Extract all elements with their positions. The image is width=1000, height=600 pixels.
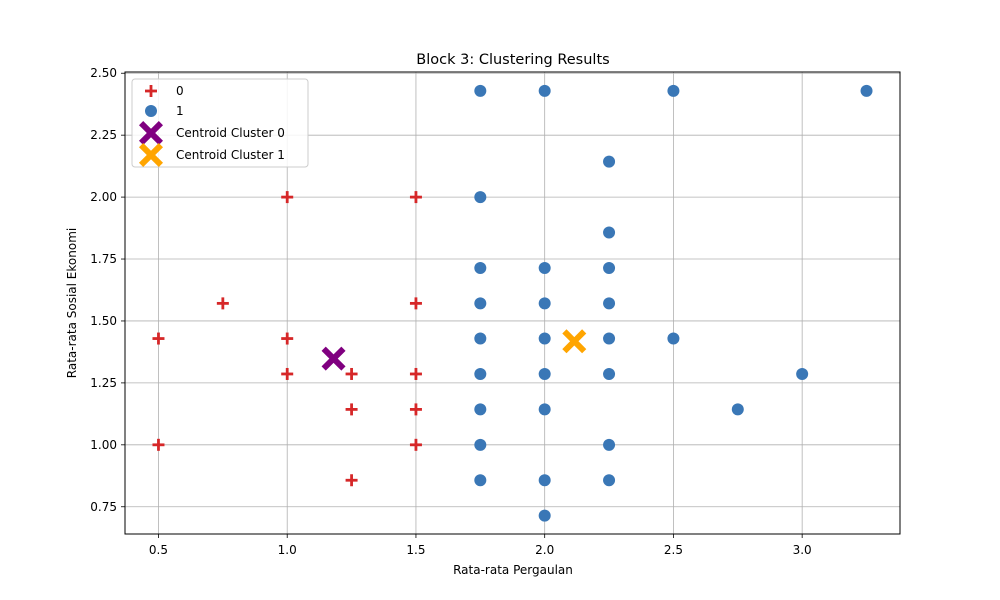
cluster-0-point bbox=[345, 367, 358, 380]
cluster-0-point bbox=[281, 191, 294, 204]
cluster-1-point bbox=[731, 403, 744, 416]
cluster-1-point bbox=[538, 367, 551, 380]
cluster-1-point bbox=[474, 474, 487, 487]
cluster-1-point bbox=[796, 367, 809, 380]
legend-label: 1 bbox=[176, 104, 184, 118]
y-tick-label: 1.75 bbox=[90, 252, 117, 266]
y-tick-label: 0.75 bbox=[90, 500, 117, 514]
legend-marker-1 bbox=[145, 105, 157, 117]
legend-marker-3 bbox=[139, 143, 163, 167]
cluster-1-point bbox=[538, 84, 551, 97]
cluster-1-point bbox=[538, 297, 551, 310]
cluster-1-point bbox=[603, 367, 616, 380]
cluster-0-point bbox=[409, 438, 422, 451]
cluster-1-point bbox=[603, 474, 616, 487]
cluster-1-point bbox=[538, 474, 551, 487]
x-axis-ticks: 0.5 1.0 1.5 2.0 2.5 3.0 bbox=[149, 534, 812, 557]
y-axis-label: Rata-rata Sosial Ekonomi bbox=[65, 228, 79, 378]
cluster-1-point bbox=[860, 84, 873, 97]
y-tick-label: 1.50 bbox=[90, 314, 117, 328]
cluster-0-point bbox=[152, 332, 165, 345]
plot-frame bbox=[124, 71, 901, 535]
cluster-1-point bbox=[603, 332, 616, 345]
legend-marker-0 bbox=[145, 85, 157, 97]
cluster-1-point bbox=[474, 261, 487, 274]
grid-lines bbox=[125, 72, 900, 534]
cluster-1-point bbox=[538, 403, 551, 416]
cluster-1-point bbox=[603, 261, 616, 274]
chart-title: Block 3: Clustering Results bbox=[416, 52, 609, 68]
cluster-1-point bbox=[474, 403, 487, 416]
cluster-1-point bbox=[538, 261, 551, 274]
cluster-1-point bbox=[603, 226, 616, 239]
cluster-1-point bbox=[474, 191, 487, 204]
y-tick-label: 2.50 bbox=[90, 66, 117, 80]
cluster-1-point bbox=[538, 332, 551, 345]
centroid-cluster-0-marker bbox=[321, 346, 346, 371]
x-axis-label: Rata-rata Pergaulan bbox=[453, 563, 573, 577]
legend: 0 1 Centroid Cluster 0 Centroid Cluster 1 bbox=[131, 78, 309, 168]
y-tick-label: 2.00 bbox=[90, 190, 117, 204]
y-tick-label: 2.25 bbox=[90, 128, 117, 142]
legend-label: 0 bbox=[176, 84, 184, 98]
cluster-0-point bbox=[409, 297, 422, 310]
cluster-1-point bbox=[603, 297, 616, 310]
cluster-1-point bbox=[667, 332, 680, 345]
x-tick-label: 0.5 bbox=[149, 543, 168, 557]
y-axis-ticks: 0.75 1.00 1.25 1.50 1.75 2.00 2.25 2.50 bbox=[90, 66, 125, 514]
cluster-0-point bbox=[345, 474, 358, 487]
x-tick-label: 1.5 bbox=[406, 543, 425, 557]
cluster-0-point bbox=[409, 367, 422, 380]
x-tick-label: 2.5 bbox=[664, 543, 683, 557]
legend-box bbox=[131, 78, 309, 168]
legend-label: Centroid Cluster 0 bbox=[176, 126, 285, 140]
cluster-1-point bbox=[474, 84, 487, 97]
x-tick-label: 3.0 bbox=[793, 543, 812, 557]
cluster-0-point bbox=[409, 403, 422, 416]
cluster-1-point bbox=[474, 297, 487, 310]
cluster-1-point bbox=[667, 84, 680, 97]
cluster-1-point bbox=[603, 438, 616, 451]
x-tick-label: 1.0 bbox=[278, 543, 297, 557]
centroid-cluster-1-marker bbox=[562, 329, 587, 354]
cluster-1-point bbox=[474, 438, 487, 451]
cluster-0-point bbox=[152, 438, 165, 451]
legend-label: Centroid Cluster 1 bbox=[176, 148, 285, 162]
cluster-1-point bbox=[474, 332, 487, 345]
cluster-0-point bbox=[281, 332, 294, 345]
y-tick-label: 1.00 bbox=[90, 438, 117, 452]
cluster-0-point bbox=[409, 191, 422, 204]
cluster-1-point bbox=[474, 367, 487, 380]
cluster-1-point bbox=[603, 155, 616, 168]
cluster-0-point bbox=[216, 297, 229, 310]
cluster-1-point bbox=[538, 509, 551, 522]
legend-marker-2 bbox=[139, 121, 163, 145]
cluster-0-point bbox=[345, 403, 358, 416]
y-tick-label: 1.25 bbox=[90, 376, 117, 390]
x-tick-label: 2.0 bbox=[535, 543, 554, 557]
data-points bbox=[152, 84, 873, 522]
cluster-0-point bbox=[281, 367, 294, 380]
